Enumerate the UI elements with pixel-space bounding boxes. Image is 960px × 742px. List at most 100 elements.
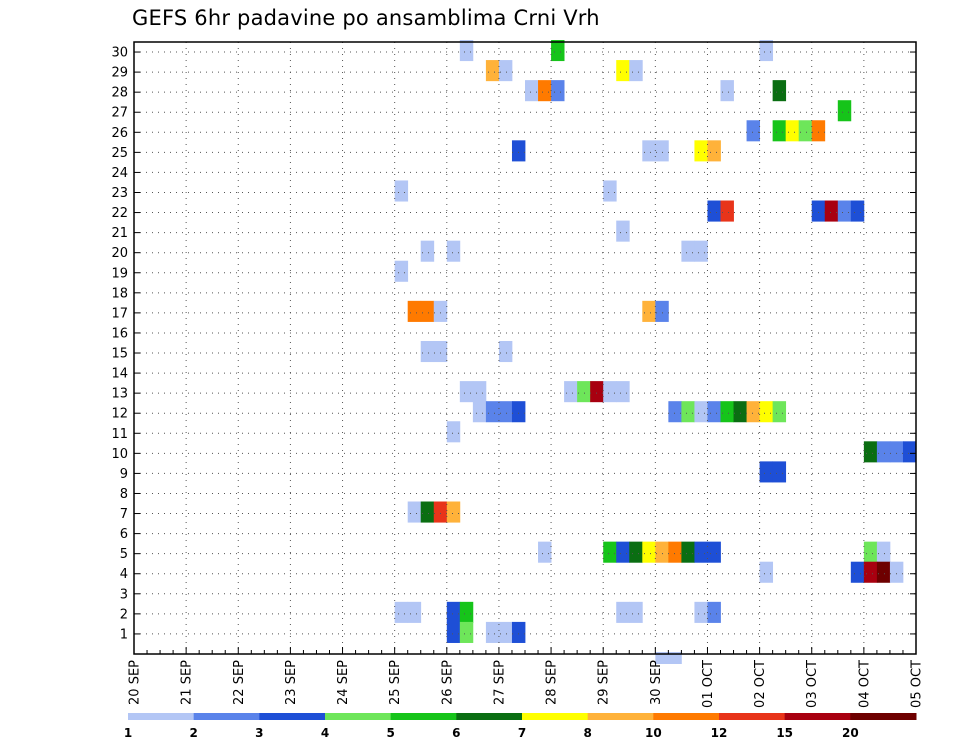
grid-layer [134, 42, 916, 654]
x-tick-label: 21 SEP [180, 660, 195, 705]
heat-cell [551, 80, 565, 102]
heat-cell [629, 541, 643, 563]
heat-cell [498, 340, 513, 363]
heat-cell [538, 80, 552, 102]
heat-cell [759, 561, 774, 583]
y-tick-label: 4 [120, 567, 128, 582]
heat-cell [694, 541, 708, 563]
heat-cell [772, 80, 787, 102]
x-tick-label: 02 OCT [753, 660, 768, 708]
heat-cell [668, 541, 682, 563]
heat-cell [564, 381, 578, 403]
y-tick-label: 10 [111, 447, 128, 462]
heat-cell [772, 461, 787, 483]
y-tick-label: 25 [111, 146, 128, 161]
heat-cell [446, 421, 461, 443]
x-tick-label: 29 SEP [597, 660, 612, 705]
heat-cell [850, 561, 865, 583]
heat-cell [459, 601, 474, 623]
heat-cell [655, 652, 669, 664]
heat-cell [616, 381, 630, 403]
x-tick-label: 22 SEP [232, 660, 247, 705]
heat-cell [876, 561, 891, 583]
heat-cell [824, 200, 839, 222]
heat-cell [433, 340, 448, 363]
x-tick-label: 04 OCT [857, 660, 872, 708]
heat-cell [746, 120, 760, 142]
legend-swatch [259, 713, 326, 720]
heat-cell [876, 541, 891, 563]
y-tick-label: 20 [111, 246, 128, 261]
heat-cell [459, 40, 474, 62]
y-tick-label: 30 [111, 46, 128, 61]
heat-cell [498, 60, 513, 82]
heat-cell [433, 501, 448, 523]
heat-cell [616, 60, 630, 82]
heat-cell [616, 541, 630, 563]
x-tick-label: 28 SEP [545, 660, 560, 705]
legend-label: 8 [583, 726, 591, 740]
heat-cell [525, 80, 539, 102]
heat-cell [837, 100, 852, 122]
heat-cell [694, 601, 708, 623]
heat-cell [642, 300, 656, 322]
y-tick-label: 9 [120, 467, 128, 482]
heat-cell [863, 441, 878, 463]
heat-cell [485, 621, 500, 643]
x-tick-label: 30 SEP [649, 660, 664, 705]
heat-cell [394, 260, 409, 282]
legend-label: 7 [518, 726, 526, 740]
y-tick-label: 7 [120, 507, 128, 522]
y-tick-label: 2 [120, 607, 128, 622]
x-tick-label: 20 SEP [128, 660, 143, 705]
legend-label: 6 [452, 726, 460, 740]
heat-cell [511, 140, 526, 162]
heat-cell [668, 652, 682, 664]
heat-cell [850, 200, 865, 222]
y-tick-label: 18 [111, 286, 128, 301]
heat-cell [420, 501, 435, 523]
heat-cell [733, 401, 747, 423]
x-tick-label: 27 SEP [492, 660, 507, 705]
heat-cell [720, 200, 734, 222]
colorbar-legend: 1 2 3 4 5 6 7 8 10 12 15 20 [124, 713, 917, 740]
legend-label: 2 [189, 726, 197, 740]
heat-cell [720, 401, 734, 423]
heat-cell [551, 40, 565, 62]
legend-swatch [653, 713, 720, 720]
heat-cell [629, 601, 643, 623]
x-tick-label: 23 SEP [284, 660, 299, 705]
heat-cell [407, 601, 422, 623]
heat-cell [772, 401, 787, 423]
heat-cell [394, 601, 409, 623]
heat-cell [707, 401, 721, 423]
heat-cell [616, 601, 630, 623]
y-tick-label: 8 [120, 487, 128, 502]
y-tick-label: 26 [111, 126, 128, 141]
heat-cell [759, 40, 774, 62]
heat-cell [511, 621, 526, 643]
heat-cell [655, 140, 669, 162]
heat-cell [472, 401, 487, 423]
legend-swatch [587, 713, 654, 720]
heat-cell [420, 240, 435, 262]
legend-swatch [719, 713, 786, 720]
heat-cell [811, 200, 826, 222]
heat-cell [681, 541, 695, 563]
heat-cell [655, 300, 669, 322]
heat-cell [459, 381, 474, 403]
legend-swatch [456, 713, 523, 720]
heat-cell [590, 381, 604, 403]
x-tick-label: 05 OCT [910, 660, 925, 708]
heat-cell [694, 240, 708, 262]
heat-cell [889, 561, 904, 583]
heat-cell [420, 300, 435, 322]
heat-cell [446, 621, 461, 643]
chart-title: GEFS 6hr padavine po ansamblima Crni Vrh [132, 6, 600, 30]
legend-label: 3 [255, 726, 263, 740]
heat-cell [498, 401, 513, 423]
x-tick-label: 25 SEP [388, 660, 403, 705]
heat-cell [837, 200, 852, 222]
y-tick-label: 15 [111, 347, 128, 362]
